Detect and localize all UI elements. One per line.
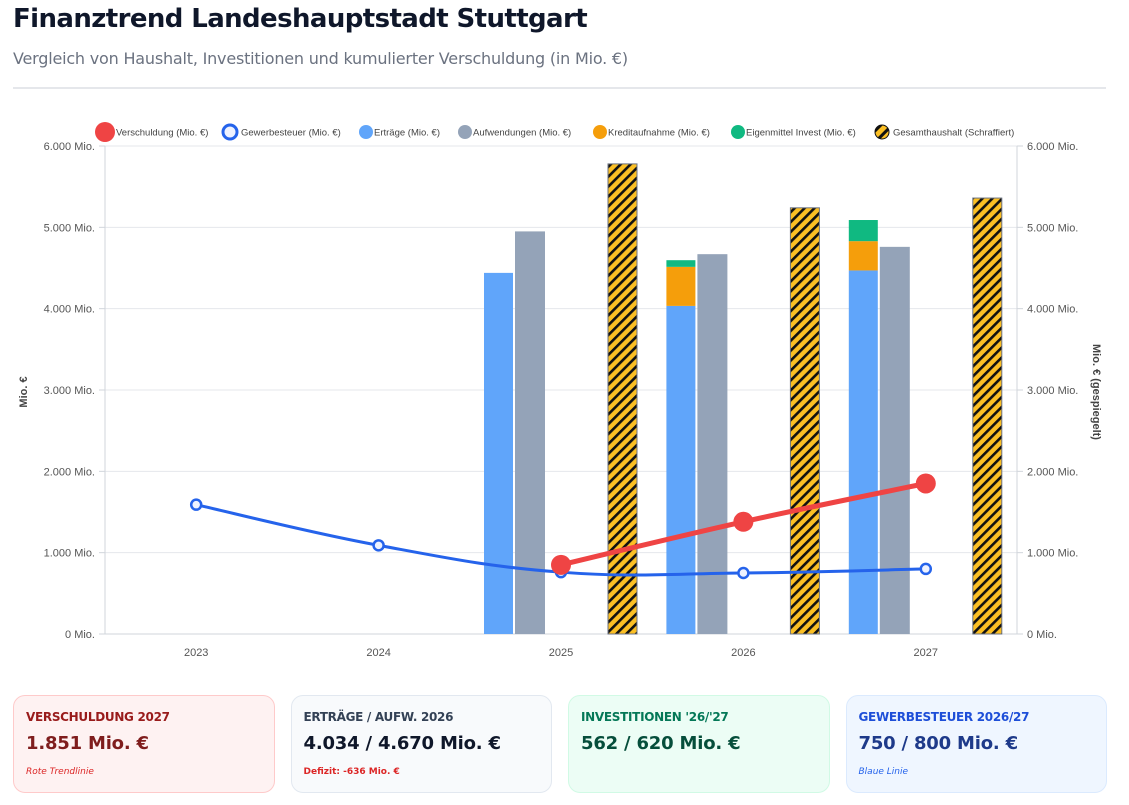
kpi-value: 562 / 620 Mio. € [581,733,741,754]
point-verschuldung [915,473,936,494]
y-tick-label-right: 1.000 Mio. [1027,548,1078,560]
y-tick-label-left: 0 Mio. [65,629,95,641]
kpi-label: Verschuldung 2027 [26,710,170,724]
legend-label: Aufwendungen (Mio. €) [473,128,571,139]
legend-swatch-icon [221,123,239,141]
kpi-card-verschuldung: Verschuldung 2027 1.851 Mio. € Rote Tren… [13,695,275,793]
legend-swatch-icon [458,125,472,139]
point-gewerbesteuer [919,562,933,576]
y-tick-label-left: 4.000 Mio. [44,304,95,316]
point-gewerbesteuer [737,566,750,580]
y-tick-label-left: 3.000 Mio. [44,385,95,397]
bar-gesamthaushalt [789,207,820,635]
legend-swatch-icon [874,124,890,140]
y-tick-label-right: 5.000 Mio. [1027,222,1078,234]
bar-ertraege [848,270,878,634]
legend-item-eigenmittel: Eigenmittel Invest (Mio. €) [731,125,856,139]
y-axis-label-right: Mio. € (gespiegelt) [1090,344,1102,440]
y-tick-label-right: 4.000 Mio. [1027,304,1078,316]
legend-item-ertraege: Erträge (Mio. €) [359,125,440,139]
axes: 0 Mio. 0 Mio. 1.000 Mio. 1.000 Mio. 2.000 Mi… [44,141,1079,659]
legend-swatch-icon [593,125,607,139]
y-tick-label-right: 6.000 Mio. [1027,141,1078,153]
y-tick-label-left: 2.000 Mio. [44,466,95,478]
kpi-value: 750 / 800 Mio. € [858,733,1019,754]
bar-kredit [666,266,696,306]
kpi-label: Gewerbesteuer 2026/27 [858,710,1030,724]
chart-legend: Verschuldung (Mio. €) Gewerbesteuer (Mio.… [95,122,1014,142]
bar-aufwendungen [697,254,728,634]
x-tick-label: 2026 [731,647,755,659]
bar-eigenmittel [848,220,878,242]
x-tick-label: 2025 [549,647,573,659]
bar-kredit [848,241,878,271]
legend-item-verschuldung: Verschuldung (Mio. €) [95,122,208,142]
legend-swatch-icon [359,125,373,139]
grid-lines [105,145,1017,635]
bar-aufwendungen [515,231,545,634]
bar-eigenmittel [666,260,696,267]
bar-gesamthaushalt [607,163,638,635]
bar-ertraege [484,272,513,634]
legend-label: Gesamthaushalt (Schraffiert) [893,128,1014,139]
lines [189,473,936,580]
point-verschuldung [551,554,571,575]
legend-swatch-icon [95,122,115,142]
legend-item-gewerbesteuer: Gewerbesteuer (Mio. €) [221,123,341,141]
kpi-note: Rote Trendlinie [26,767,94,777]
y-tick-label-left: 5.000 Mio. [44,222,95,234]
y-tick-label-left: 6.000 Mio. [44,141,95,153]
legend-label: Gewerbesteuer (Mio. €) [241,128,341,139]
legend-label: Eigenmittel Invest (Mio. €) [746,128,856,139]
kpi-label: Investitionen '26/'27 [581,710,729,724]
page-title: Finanztrend Landeshauptstadt Stuttgart [13,4,588,34]
bar-aufwendungen [879,246,910,634]
y-tick-label-right: 0 Mio. [1027,629,1057,641]
kpi-card-ertraege-aufwendungen: Erträge / Aufw. 2026 4.034 / 4.670 Mio. … [290,695,552,793]
legend-label: Erträge (Mio. €) [374,128,440,139]
bars [484,163,1003,635]
x-tick-label: 2023 [184,647,208,659]
x-tick-label: 2027 [914,647,938,659]
legend-label: Verschuldung (Mio. €) [116,128,208,139]
y-tick-label-right: 2.000 Mio. [1027,466,1078,478]
kpi-note: Blaue Linie [858,767,909,777]
legend-item-aufwendungen: Aufwendungen (Mio. €) [458,125,571,139]
page-subtitle: Vergleich von Haushalt, Investitionen un… [13,49,628,68]
kpi-note: Defizit: -636 Mio. € [303,767,400,777]
point-verschuldung [733,511,754,532]
legend-item-gesamt: Gesamthaushalt (Schraffiert) [874,124,1014,140]
legend-swatch-icon [731,125,745,139]
bar-gesamthaushalt [972,197,1003,635]
y-axis-label-left: Mio. € [18,376,30,407]
finance-chart: Verschuldung (Mio. €) Gewerbesteuer (Mio.… [18,122,1102,659]
kpi-label: Erträge / Aufw. 2026 [303,710,454,724]
legend-item-kredit: Kreditaufnahme (Mio. €) [593,125,710,139]
y-tick-label-left: 1.000 Mio. [44,548,95,560]
header-divider [13,87,1106,89]
kpi-value: 1.851 Mio. € [26,733,149,754]
point-gewerbesteuer [372,539,385,552]
point-gewerbesteuer [189,498,203,511]
kpi-card-gewerbesteuer: Gewerbesteuer 2026/27 750 / 800 Mio. € B… [845,695,1107,793]
bar-ertraege [666,305,696,634]
legend-label: Kreditaufnahme (Mio. €) [608,128,710,139]
kpi-value: 4.034 / 4.670 Mio. € [303,733,502,754]
y-tick-label-right: 3.000 Mio. [1027,385,1078,397]
x-tick-label: 2024 [366,647,390,659]
kpi-card-investitionen: Investitionen '26/'27 562 / 620 Mio. € [568,695,830,793]
kpi-cards: Verschuldung 2027 1.851 Mio. € Rote Tren… [13,695,1107,793]
